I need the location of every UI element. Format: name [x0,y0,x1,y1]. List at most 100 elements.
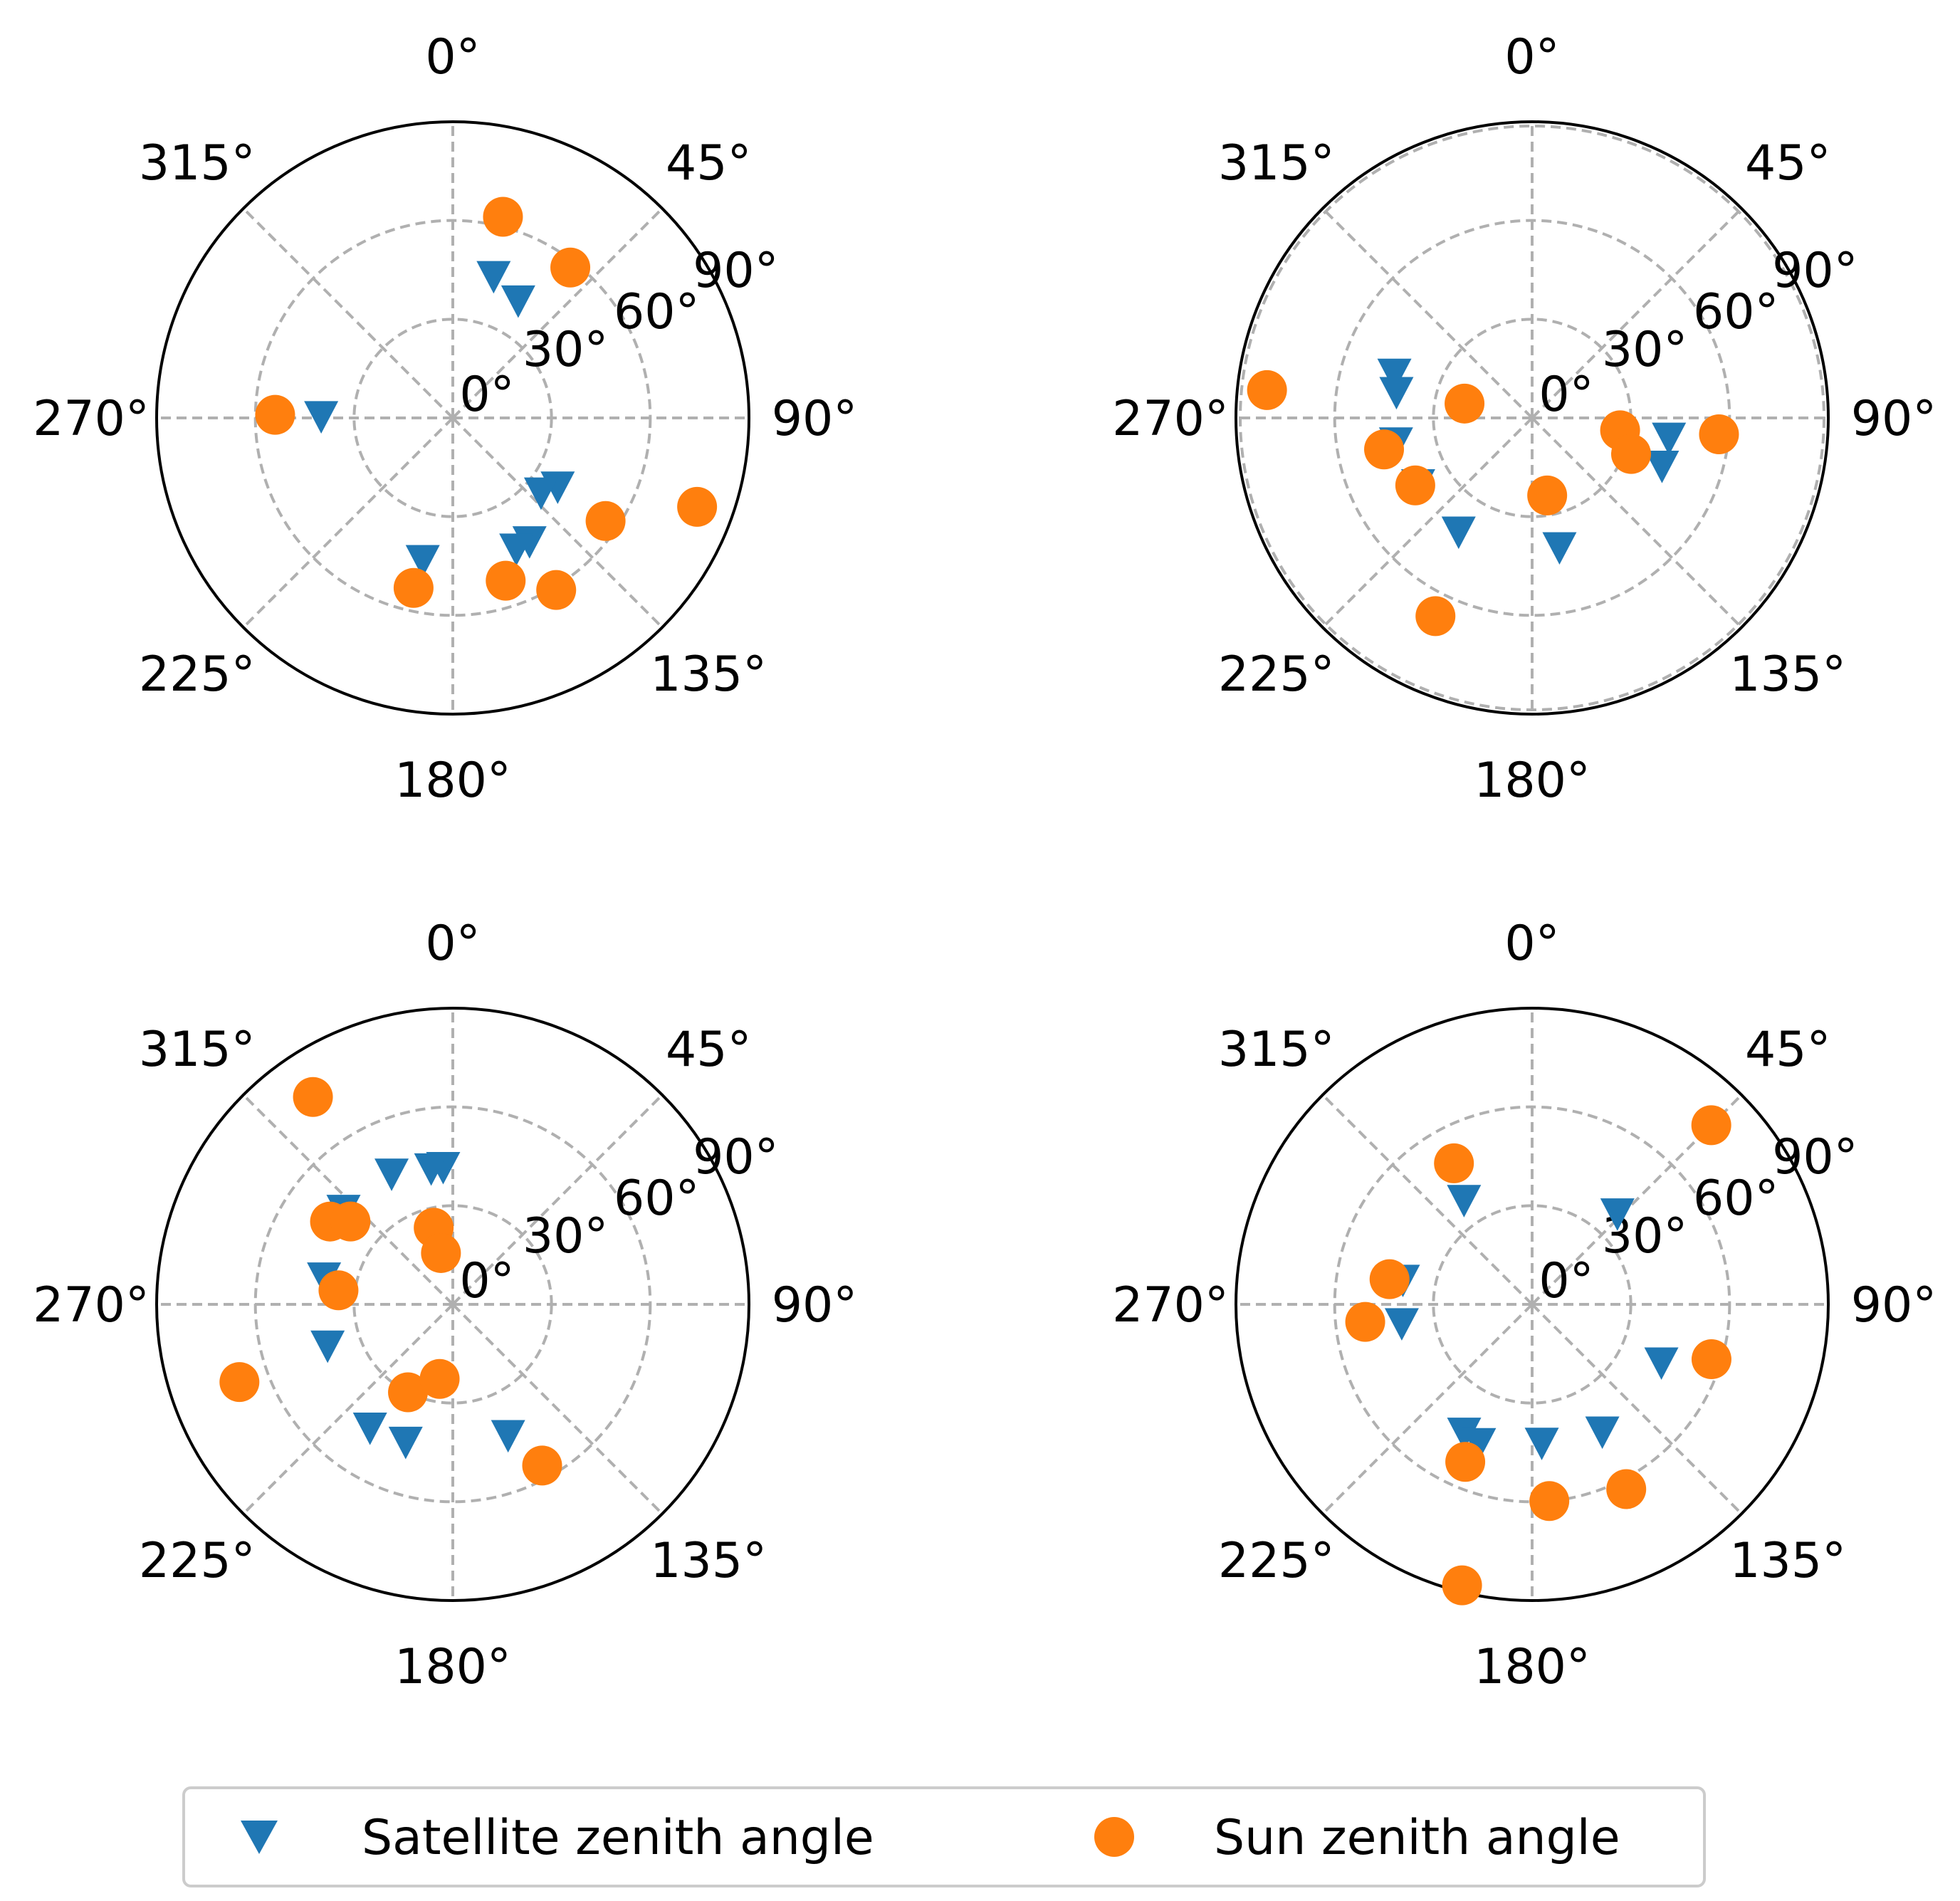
satellite-zenith-point [374,1158,409,1191]
theta-tick-label: 45° [1745,1022,1831,1078]
theta-tick-label: 135° [1729,646,1846,703]
satellite-zenith-point [476,261,511,294]
grid-spoke-135 [1531,417,1743,629]
theta-tick-label: 315° [139,1022,256,1078]
theta-tick-label: 315° [139,135,256,192]
satellite-zenith-point [1524,1428,1559,1460]
sun-zenith-point [536,570,577,610]
satellite-zenith-point [1644,1347,1679,1381]
grid-spoke-225 [242,417,454,629]
satellite-zenith-point [1379,377,1414,410]
theta-tick-label: 225° [1218,1533,1335,1589]
satellite-zenith-point [352,1413,387,1445]
theta-tick-label: 225° [139,646,256,703]
satellite-zenith-point [499,533,534,566]
satellite-zenith-point [1447,1418,1482,1450]
satellite-zenith-point [523,477,558,510]
sun-zenith-point [1445,1442,1486,1482]
sun-zenith-point [219,1362,260,1403]
r-tick-label: 90° [1772,243,1858,299]
sun-zenith-point [1691,1339,1731,1380]
theta-tick-label: 0° [1504,916,1559,972]
sun-zenith-point [419,1358,460,1399]
grid-spoke-45 [451,1094,664,1306]
r-tick-label: 0° [459,1253,514,1309]
polar-panel-4: 0°45°90°135°180°225°270°315°0°30°60°90° [1112,916,1937,1695]
polar-panel-1: 0°45°90°135°180°225°270°315°0°30°60°90° [33,29,857,809]
sun-zenith-point [1442,1565,1482,1606]
satellite-zenith-point [1384,1308,1419,1341]
theta-tick-label: 225° [1218,646,1335,703]
grid-spoke-225 [1321,1303,1534,1515]
satellite-zenith-point [1645,450,1679,483]
polar-panel-3: 0°45°90°135°180°225°270°315°0°30°60°90° [33,916,857,1695]
sun-zenith-point [1445,383,1485,424]
satellite-zenith-point [1542,532,1577,565]
theta-tick-label: 0° [425,29,480,85]
sun-zenith-point [1434,1143,1474,1183]
r-tick-label: 60° [614,284,700,340]
grid-spoke-315 [1321,207,1534,419]
r-tick-label: 30° [523,322,609,378]
theta-tick-label: 315° [1218,1022,1335,1078]
sun-zenith-point [1415,596,1456,637]
legend-sun-marker [1094,1817,1134,1857]
sun-zenith-point [388,1372,429,1413]
sun-zenith-point [1527,475,1568,515]
r-tick-label: 60° [614,1171,700,1227]
theta-tick-label: 0° [425,916,480,972]
panels: 0°45°90°135°180°225°270°315°0°30°60°90°0… [33,29,1937,1695]
satellite-zenith-point [1652,422,1687,456]
polar-outline [1235,1007,1830,1602]
r-tick-label: 30° [523,1208,609,1264]
grid-spoke-225 [242,1303,454,1515]
satellite-zenith-point [405,545,440,578]
theta-tick-label: 90° [1851,391,1937,447]
sun-zenith-point [330,1201,371,1242]
satellite-zenith-point [414,1153,449,1186]
r-tick-label: 30° [1602,322,1688,378]
polar-outline [155,1007,750,1602]
sun-zenith-point [1395,465,1435,506]
sun-zenith-point [1699,414,1739,454]
grid-spoke-135 [451,1303,664,1515]
theta-tick-label: 90° [772,391,858,447]
theta-tick-label: 180° [394,1639,511,1695]
satellite-zenith-point [501,285,535,318]
theta-tick-label: 45° [666,1022,752,1078]
grid-spoke-315 [242,207,454,419]
theta-tick-label: 180° [1474,1639,1590,1695]
polar-outline [1235,120,1830,716]
grid-spoke-225 [1321,417,1534,629]
theta-tick-label: 225° [139,1533,256,1589]
polar-panel-2: 0°45°90°135°180°225°270°315°0°30°60°90° [1112,29,1937,809]
r-tick-label: 90° [1772,1129,1858,1185]
theta-tick-label: 135° [650,646,767,703]
r-tick-label: 60° [1693,284,1779,340]
legend-satellite-label: Satellite zenith angle [362,1810,874,1866]
legend-box [182,1786,1706,1887]
grid-spoke-315 [1321,1094,1534,1306]
grid-spoke-45 [451,207,664,419]
satellite-zenith-point [388,1426,423,1460]
sun-zenith-point [486,560,526,601]
satellite-zenith-point [1585,1416,1620,1450]
sun-zenith-point [550,247,591,288]
satellite-zenith-point [491,1420,525,1453]
sun-zenith-point [522,1445,562,1486]
sun-zenith-point [483,197,523,237]
theta-tick-label: 135° [1729,1533,1846,1589]
sun-zenith-point [1691,1105,1731,1146]
satellite-zenith-point [1377,358,1412,392]
sun-zenith-point [585,501,626,541]
theta-tick-label: 135° [650,1533,767,1589]
sun-zenith-point [1606,1469,1647,1509]
satellite-zenith-point [1441,516,1476,550]
sun-zenith-point [393,567,434,608]
satellite-zenith-point [1447,1185,1482,1217]
grid-spoke-135 [1531,1303,1743,1515]
satellite-zenith-point [1600,1198,1635,1231]
r-tick-label: 0° [1539,367,1593,423]
theta-tick-label: 270° [33,391,150,447]
